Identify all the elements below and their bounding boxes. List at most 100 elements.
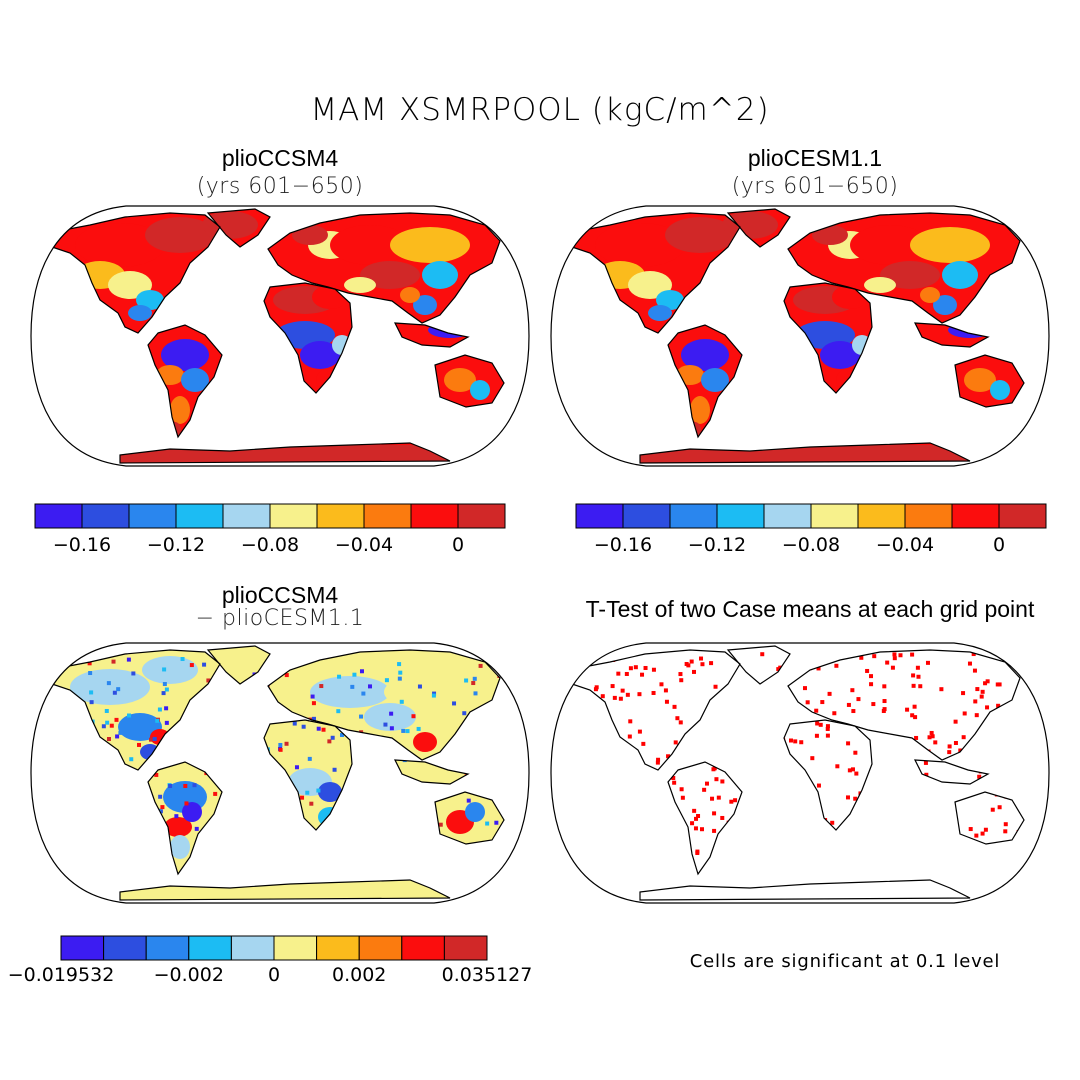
map-diff-cell-45 [100,754,105,759]
map-diff-cell-135 [180,657,185,662]
map-ttest-sig-cell-67 [659,792,664,797]
map-diff-cell-231 [235,825,240,830]
map-ttest-sig-cell-251 [901,830,906,835]
map-ttest-sig-cell-358 [830,871,835,876]
map-ttest-sig-cell-65 [637,729,642,734]
map-diff-cell-86 [89,700,94,705]
map-ttest-sig-cell-149 [799,740,804,745]
map-ttest-coast-greenland [726,645,791,685]
map-ttest-sig-cell-344 [720,694,725,699]
map-ttest-sig-cell-267 [591,767,596,772]
map-ccsm4-patch-26 [428,322,472,338]
map-ttest-sig-cell-322 [795,859,800,864]
map-diff-cell-221 [397,662,402,667]
map-diff-cell-68 [491,762,496,767]
map-diff-patch-9 [274,736,326,768]
map-ccsm4-patch-27 [444,368,476,392]
map-ttest-sig-cell-48 [872,741,877,746]
map-ttest-sig-cell-143 [694,816,699,821]
map-diff-cell-29 [389,711,394,716]
map-ttest-sig-cell-370 [910,713,915,718]
map-ttest-sig-cell-46 [594,818,599,823]
map-diff-cell-52 [252,734,257,739]
map-ccsm4-patch-22 [422,261,458,289]
map-ttest-sig-cell-69 [611,811,616,816]
map-diff-cell-38 [87,661,92,666]
cbar-2-swatch-1 [622,503,671,529]
map-ttest-sig-cell-144 [909,862,914,867]
map-diff-cell-156 [154,772,159,777]
cbar-1-swatch-4 [222,503,271,529]
map-diff-cell-161 [356,801,361,806]
map-ttest-sig-cell-356 [896,769,901,774]
map-ttest-sig-cell-13 [990,847,995,852]
map-ttest-sig-cell-43 [772,825,777,830]
map-ttest-sig-cell-252 [912,704,917,709]
map-ttest-sig-cell-278 [780,751,785,756]
map-ttest-sig-cell-363 [645,774,650,779]
cbar-1-swatch-3 [175,503,224,529]
map-ttest-sig-cell-167 [1012,754,1017,759]
map-ttest-sig-cell-227 [719,860,724,865]
colorbar-diff-labels: −0.019532 −0.002 0 0.002 0.035127 [8,964,533,988]
map-ttest-sig-cell-357 [721,733,726,738]
map-ttest-sig-cell-213 [973,699,978,704]
map-ttest-sig-cell-264 [572,719,577,724]
map-diff-cell-67 [292,721,297,726]
map-ttest-sig-cell-117 [851,709,856,714]
map-ttest-sig-cell-310 [953,740,958,745]
map-diff-cell-226 [368,684,373,689]
map-diff-cell-202 [111,824,116,829]
map-ttest-sig-cell-74 [814,733,819,738]
map-ttest-sig-cell-312 [675,869,680,874]
map-diff-cell-153 [449,791,454,796]
map-diff-cell-20 [489,723,494,728]
map-diff-cell-32 [259,835,264,840]
cbar-2-swatch-6 [857,503,906,529]
map-diff-cell-75 [165,739,170,744]
map-ttest-sig-cell-110 [679,787,684,792]
map-ttest-sig-cell-17 [835,764,840,769]
map-diff-cell-121 [294,765,299,770]
map-ccsm4-patch-9 [170,396,190,424]
map-ttest-sig-cell-108 [908,841,913,846]
map-ccsm4-patch-28 [470,380,490,400]
map-diff-cell-64 [73,732,78,737]
map-ttest-sig-cell-101 [655,856,660,861]
map-ttest-sig-cell-78 [720,832,725,837]
map-ttest-sig-cell-282 [930,754,935,759]
map-ttest-sig-cell-181 [591,857,596,862]
map-ttest-sig-cell-242 [864,820,869,825]
map-diff-cell-211 [452,701,457,706]
map-diff-cell-213 [81,742,86,747]
panel-title-cesm: plioCESM1.1 [747,145,883,171]
map-ttest-sig-cell-225 [854,771,859,776]
map-ttest-sig-cell-259 [983,681,988,686]
map-ttest-sig-cell-171 [622,850,627,855]
map-ttest-sig-cell-115 [996,703,1001,708]
map-diff-cell-124 [101,724,106,729]
map-diff-cell-248 [268,805,273,810]
map-ttest-sig-cell-254 [905,707,910,712]
map-ttest-sig-cell-279 [625,692,630,697]
map-ttest-sig-cell-123 [689,659,694,664]
map-diff-cell-203 [51,698,56,703]
map-ttest-sig-cell-268 [742,730,747,735]
map-diff-cell-227 [282,820,287,825]
map-diff-cell-241 [274,714,279,719]
map-diff-cell-194 [94,787,99,792]
map-ttest-sig-cell-258 [827,691,832,696]
map-diff-coast-namerica [47,649,221,771]
map-diff-cell-111 [358,853,363,858]
map-ccsm4-coast-eurasia [267,212,501,324]
map-diff-cell-239 [397,676,402,681]
map-ttest-sig-cell-381 [620,845,625,850]
map-ttest-sig-cell-313 [805,700,810,705]
panel-title-ccsm4: plioCCSM4 [221,145,339,171]
map-ttest-sig-cell-141 [869,682,874,687]
map-ttest-sig-cell-368 [646,836,651,841]
map-ttest-sig-cell-212 [875,800,880,805]
map-ttest-sig-cell-337 [846,741,851,746]
map-diff-cell-107 [354,757,359,762]
map-ttest-sig-cell-380 [584,748,589,753]
